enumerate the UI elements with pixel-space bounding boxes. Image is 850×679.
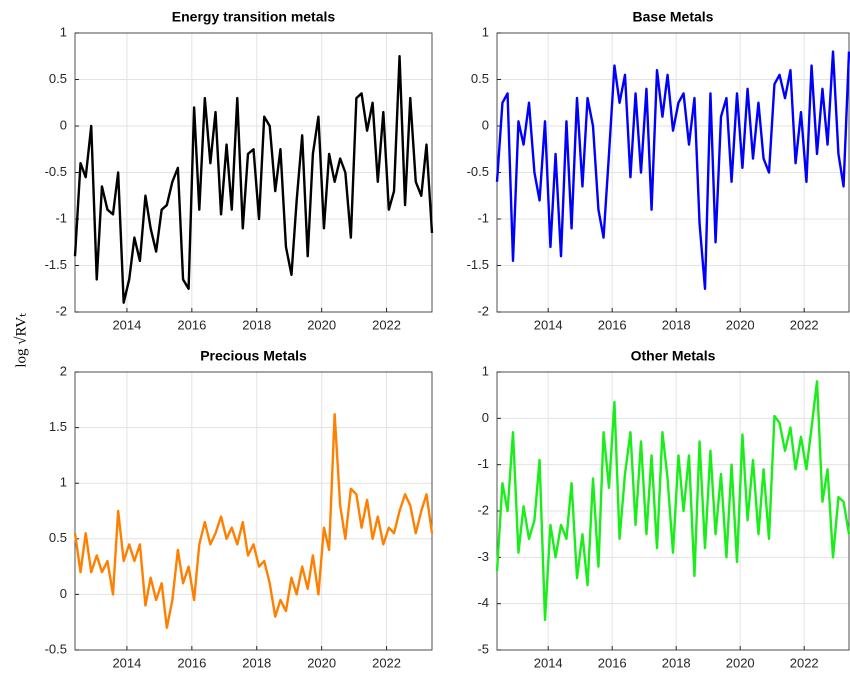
y-tick-label: -2 [477, 303, 489, 318]
y-tick-label: 0 [482, 117, 489, 132]
y-tick-label: 1 [60, 475, 67, 490]
x-tick-label: 2016 [598, 317, 627, 332]
y-tick-label: -4 [477, 595, 489, 610]
chart-title: Other Metals [631, 348, 716, 364]
x-tick-label: 2022 [372, 655, 401, 670]
x-tick-label: 2014 [534, 655, 563, 670]
y-tick-label: -2 [55, 303, 67, 318]
y-tick-label: 0.5 [471, 71, 489, 86]
y-tick-label: 0 [60, 586, 67, 601]
data-line [495, 50, 850, 290]
x-tick-label: 2014 [112, 317, 141, 332]
y-tick-label: -0.5 [467, 164, 489, 179]
x-tick-label: 2022 [372, 317, 401, 332]
y-tick-label: 0 [482, 410, 489, 425]
x-tick-label: 2014 [534, 317, 563, 332]
y-tick-label: -1 [477, 456, 489, 471]
x-tick-label: 2016 [177, 655, 206, 670]
x-tick-label: 2020 [726, 317, 755, 332]
x-tick-label: 2018 [242, 655, 271, 670]
x-tick-label: 2020 [307, 317, 336, 332]
plot-frame [74, 371, 433, 651]
chart-title: Base Metals [633, 9, 714, 25]
x-tick-label: 2018 [662, 655, 691, 670]
y-tick-label: 1 [482, 363, 489, 378]
y-tick-label: 1 [60, 24, 67, 39]
y-axis-label: log √RVₜ [13, 312, 29, 367]
y-tick-label: 0 [60, 117, 67, 132]
y-tick-label: 1.5 [49, 419, 67, 434]
x-tick-label: 2016 [177, 317, 206, 332]
y-tick-label: 2 [60, 363, 67, 378]
y-tick-label: -1 [55, 210, 67, 225]
data-line [495, 380, 850, 622]
data-line [73, 413, 434, 629]
y-tick-label: -0.5 [45, 164, 67, 179]
y-tick-label: -1.5 [45, 257, 67, 272]
x-tick-label: 2020 [726, 655, 755, 670]
y-tick-label: 1 [482, 24, 489, 39]
x-tick-label: 2016 [598, 655, 627, 670]
x-tick-label: 2014 [112, 655, 141, 670]
y-tick-label: -2 [477, 502, 489, 517]
y-tick-label: 0.5 [49, 71, 67, 86]
y-tick-label: -3 [477, 549, 489, 564]
y-tick-label: -5 [477, 641, 489, 656]
x-tick-label: 2018 [662, 317, 691, 332]
y-tick-label: -0.5 [45, 641, 67, 656]
x-tick-label: 2022 [790, 317, 819, 332]
y-tick-label: -1 [477, 210, 489, 225]
x-tick-label: 2020 [307, 655, 336, 670]
y-tick-label: -1.5 [467, 257, 489, 272]
chart-title: Precious Metals [200, 348, 307, 364]
x-tick-label: 2018 [242, 317, 271, 332]
plot-frame [74, 32, 433, 313]
y-tick-label: 0.5 [49, 530, 67, 545]
data-line [73, 55, 434, 304]
x-tick-label: 2022 [790, 655, 819, 670]
chart-title: Energy transition metals [172, 9, 336, 25]
plot-frame [496, 371, 850, 651]
